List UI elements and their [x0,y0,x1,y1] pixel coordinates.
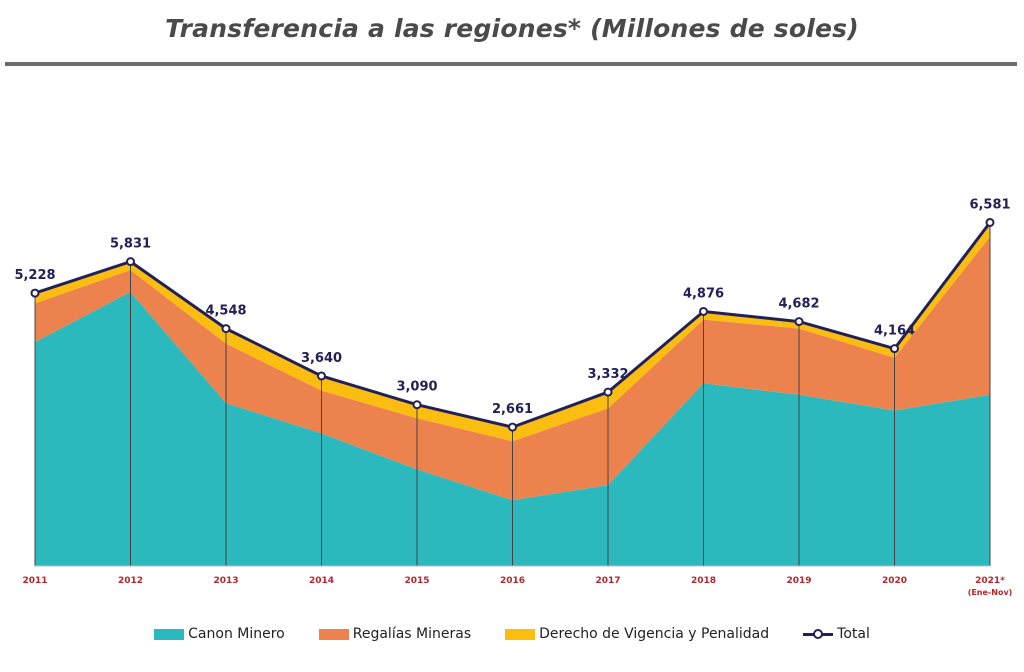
data-label-2020: 4,164 [874,324,915,339]
data-label-2014: 3,640 [301,351,342,366]
data-label-2015: 3,090 [396,380,437,395]
legend-item-regalias-mineras: Regalías Mineras [318,626,472,642]
x-tick-label-2014: 2014 [309,576,334,586]
x-tick-label-2011: 2011 [22,576,47,586]
x-tick-label-2021: 2021* [975,576,1005,586]
x-tick-label-2019: 2019 [786,576,811,586]
legend-swatch-total [803,627,834,641]
data-label-2021: 6,581 [969,197,1010,212]
legend-item-total: Total [803,626,870,642]
stacked-area-chart: 5,228 5,831 4,548 3,640 3,090 2,661 3,332 4,876… [14,197,1013,597]
total-point-2013 [221,324,231,334]
legend-label-derecho-vigencia: Derecho de Vigencia y Penalidad [539,626,770,642]
total-point-2018 [699,306,708,316]
chart-legend: Canon Minero Regalías Mineras Derecho de… [0,626,1024,642]
legend-label-regalias-mineras: Regalías Mineras [352,626,472,642]
data-label-2019: 4,682 [778,297,819,312]
x-tick-label-2012: 2012 [118,576,143,586]
total-point-2016 [508,422,517,432]
data-label-2018: 4,876 [683,286,724,301]
title-divider [5,62,1017,66]
chart-title: Transferencia a las regiones* (Millones … [165,14,859,43]
x-tick-label-2020: 2020 [882,576,907,586]
total-point-2014 [317,371,326,381]
legend-item-derecho-vigencia: Derecho de Vigencia y Penalidad [505,626,769,642]
total-point-2019 [794,317,804,327]
legend-label-canon-minero: Canon Minero [188,626,285,642]
data-label-2012: 5,831 [110,237,151,252]
total-point-2021 [985,217,995,227]
x-tick-label-2017: 2017 [595,576,620,586]
total-point-2012 [126,257,135,267]
legend-label-total: Total [837,626,870,642]
total-point-2020 [890,344,899,354]
total-point-2011 [30,288,40,298]
total-point-2017 [603,387,613,397]
total-point-2015 [412,400,422,410]
data-label-2013: 4,548 [205,304,246,319]
area-canon-minero [35,291,990,566]
x-tick-label-2015: 2015 [404,576,429,586]
legend-swatch-regalias-mineras [318,628,349,640]
legend-swatch-derecho-vigencia [505,628,536,640]
data-label-2017: 3,332 [587,367,628,382]
data-label-2011: 5,228 [14,268,55,283]
data-label-2016: 2,661 [492,402,533,417]
x-tick-label-2018: 2018 [691,576,716,586]
x-tick-label-2013: 2013 [213,576,238,586]
legend-item-canon-minero: Canon Minero [154,626,285,642]
x-tick-sublabel-2021: (Ene-Nov) [968,588,1013,597]
legend-swatch-canon-minero [154,628,185,640]
x-tick-label-2016: 2016 [500,576,525,586]
